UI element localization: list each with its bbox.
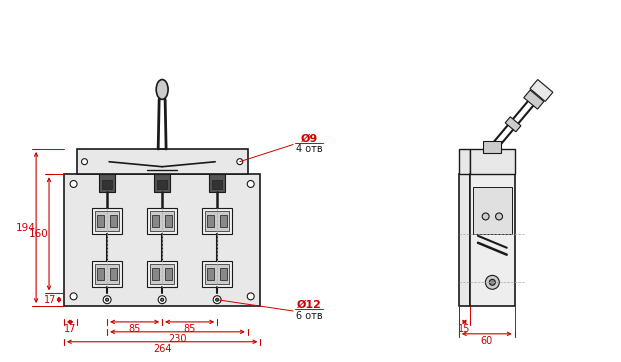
Bar [97, 268, 104, 281]
Bar [202, 261, 232, 287]
Bar [206, 211, 229, 231]
Circle shape [247, 293, 254, 300]
Bar [209, 174, 225, 192]
Bar [64, 174, 260, 306]
Bar [150, 211, 174, 231]
Text: 17: 17 [44, 295, 57, 305]
Bar [110, 215, 117, 227]
Text: 60: 60 [481, 336, 493, 346]
Circle shape [489, 279, 496, 285]
Bar [220, 268, 227, 281]
Circle shape [70, 181, 77, 188]
Bar [459, 149, 470, 174]
Text: 15: 15 [458, 324, 471, 334]
Text: 85: 85 [183, 324, 196, 334]
Bar [165, 268, 172, 281]
Bar [157, 180, 167, 189]
Circle shape [496, 213, 502, 220]
Bar [147, 261, 177, 287]
Text: 194: 194 [16, 223, 36, 232]
Circle shape [161, 298, 164, 301]
Bar [95, 211, 119, 231]
Bar [95, 264, 119, 285]
Circle shape [213, 296, 221, 304]
Circle shape [70, 293, 77, 300]
Polygon shape [524, 90, 544, 109]
Bar [93, 208, 122, 234]
Circle shape [482, 213, 489, 220]
Circle shape [106, 298, 109, 301]
Text: 264: 264 [153, 344, 171, 354]
Bar [165, 215, 172, 227]
Bar [93, 261, 122, 287]
Bar [110, 268, 117, 281]
Bar [147, 208, 177, 234]
Circle shape [158, 296, 166, 304]
Bar [154, 174, 170, 192]
Bar [76, 149, 248, 174]
Text: Ø9: Ø9 [301, 134, 317, 144]
Bar [207, 268, 214, 281]
Text: 4 отв: 4 отв [296, 143, 322, 153]
Text: 17: 17 [64, 324, 76, 334]
Bar [206, 264, 229, 285]
Bar [207, 215, 214, 227]
Bar [202, 208, 232, 234]
Polygon shape [530, 80, 553, 101]
Circle shape [247, 181, 254, 188]
Bar [97, 215, 104, 227]
Bar [212, 180, 222, 189]
Circle shape [215, 298, 219, 301]
Bar [152, 268, 159, 281]
Ellipse shape [156, 80, 168, 100]
Bar [473, 188, 512, 233]
Circle shape [103, 296, 111, 304]
Bar [470, 149, 515, 174]
Bar [150, 264, 174, 285]
Bar [220, 215, 227, 227]
Circle shape [486, 275, 499, 289]
Text: 85: 85 [129, 324, 141, 334]
Polygon shape [483, 141, 501, 153]
Bar [459, 174, 470, 306]
Polygon shape [505, 117, 521, 132]
Text: 160: 160 [29, 229, 49, 239]
Text: 230: 230 [168, 334, 187, 344]
Bar [470, 174, 515, 306]
Bar [152, 215, 159, 227]
Text: Ø12: Ø12 [297, 300, 322, 310]
Bar [102, 180, 112, 189]
Bar [99, 174, 116, 192]
Text: 6 отв: 6 отв [296, 311, 322, 321]
Circle shape [237, 159, 243, 165]
Circle shape [81, 159, 88, 165]
